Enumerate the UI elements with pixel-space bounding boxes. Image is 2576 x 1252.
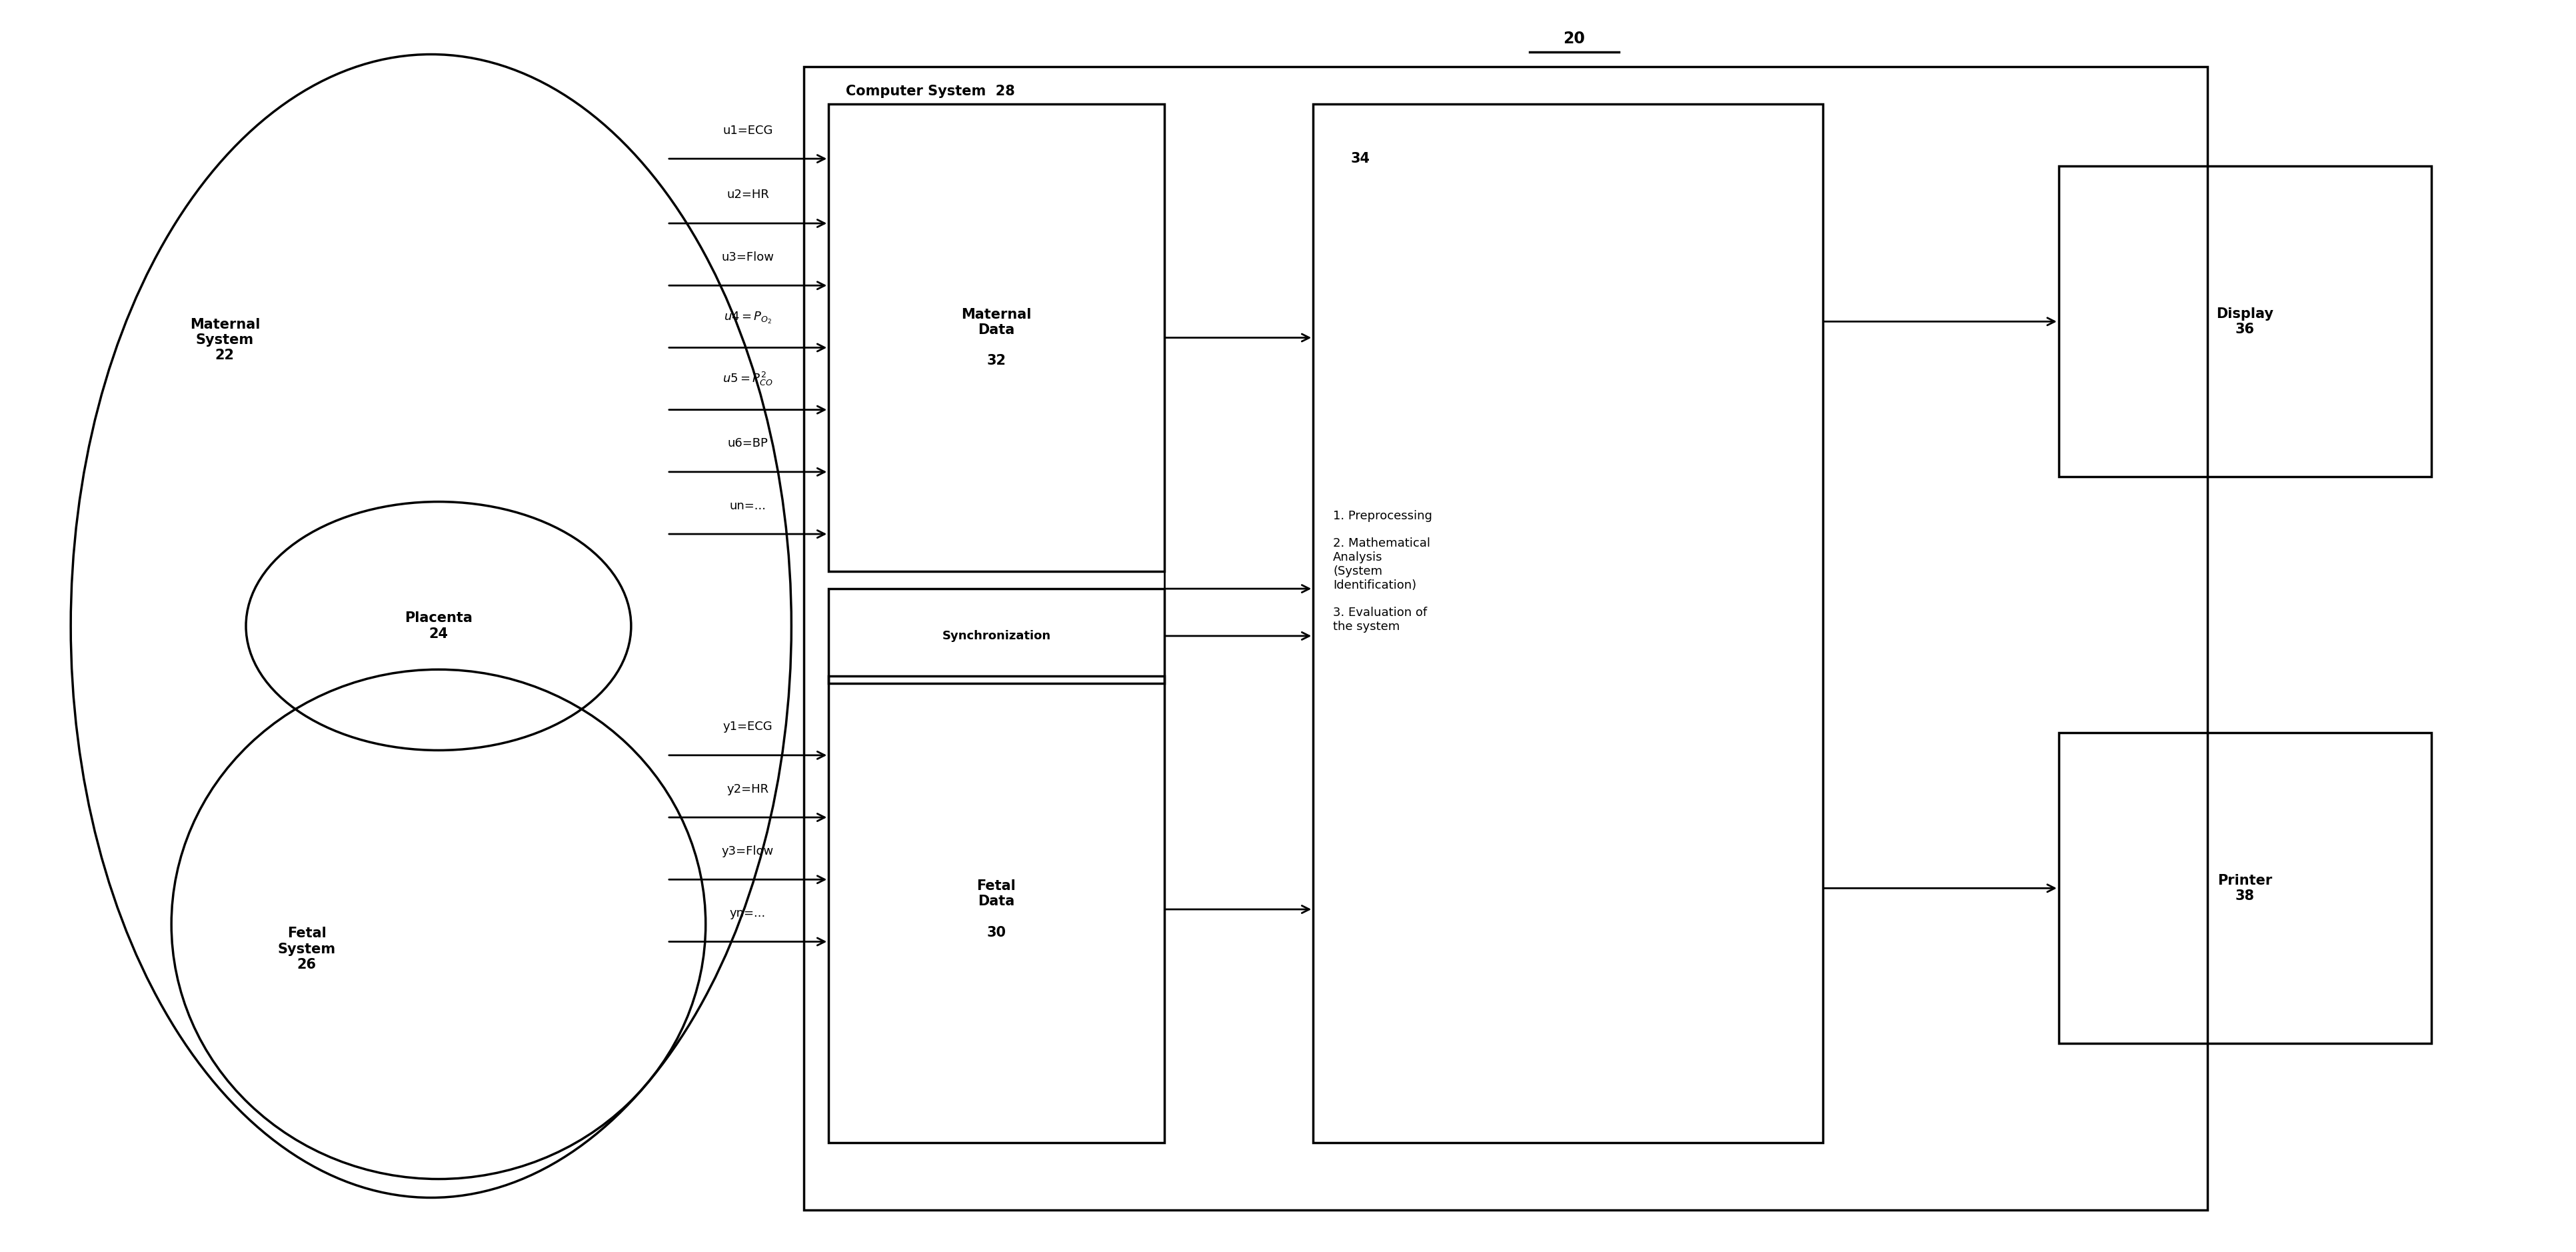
Text: u2=HR: u2=HR	[726, 189, 770, 202]
Text: un=...: un=...	[729, 500, 765, 512]
Text: $u5=P_{CO}^{2}$: $u5=P_{CO}^{2}$	[721, 371, 773, 387]
Text: $u4=P_{O_2}$: $u4=P_{O_2}$	[724, 310, 773, 326]
Text: y1=ECG: y1=ECG	[724, 721, 773, 732]
Text: 20: 20	[1564, 31, 1584, 46]
Text: u3=Flow: u3=Flow	[721, 252, 773, 263]
Text: y2=HR: y2=HR	[726, 782, 768, 795]
Text: Placenta
24: Placenta 24	[404, 611, 471, 641]
Text: Maternal
System
22: Maternal System 22	[191, 318, 260, 362]
Text: Maternal
Data

32: Maternal Data 32	[961, 308, 1030, 368]
Text: yn=...: yn=...	[729, 908, 765, 919]
Text: Fetal
System
26: Fetal System 26	[278, 926, 335, 972]
Text: 34: 34	[1350, 151, 1370, 165]
Text: Synchronization: Synchronization	[943, 630, 1051, 642]
Text: u1=ECG: u1=ECG	[724, 124, 773, 136]
Text: y3=Flow: y3=Flow	[721, 845, 773, 858]
Text: Computer System  28: Computer System 28	[845, 85, 1015, 99]
Text: Fetal
Data

30: Fetal Data 30	[976, 879, 1015, 939]
Text: 1. Preprocessing

2. Mathematical
Analysis
(System
Identification)

3. Evaluatio: 1. Preprocessing 2. Mathematical Analysi…	[1332, 510, 1432, 632]
Text: u6=BP: u6=BP	[726, 437, 768, 449]
Text: Display
36: Display 36	[2215, 307, 2272, 336]
Text: Printer
38: Printer 38	[2218, 874, 2272, 903]
